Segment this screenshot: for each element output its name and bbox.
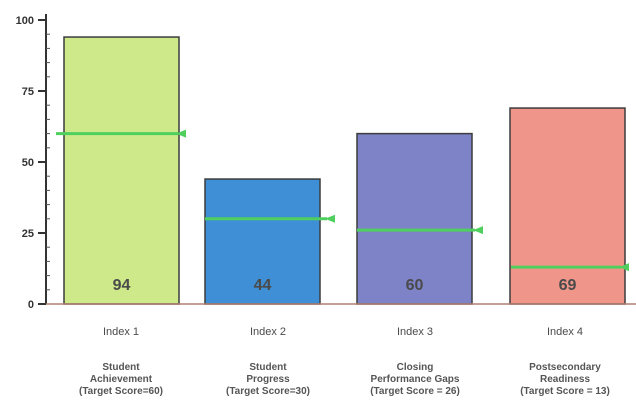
category-label-2: Index 2 <box>249 326 287 338</box>
value-label-1: 94 <box>113 277 131 294</box>
target-marker-4 <box>619 263 629 272</box>
description-line: Student <box>249 362 287 373</box>
description-line: Achievement <box>89 374 153 385</box>
category-label-3: Index 3 <box>396 326 434 338</box>
target-marker-3 <box>473 226 483 235</box>
y-tick-label-75: 75 <box>22 86 34 98</box>
description-line: Readiness <box>539 374 591 385</box>
target-marker-2 <box>325 214 335 223</box>
category-description-1: Student Achievement (Target Score=60) <box>51 362 191 398</box>
bar-2 <box>204 178 321 305</box>
y-tick-label-100: 100 <box>16 15 34 27</box>
y-tick-label-0: 0 <box>28 299 34 311</box>
y-tick-label-25: 25 <box>22 228 34 240</box>
description-line: (Target Score=60) <box>78 386 163 397</box>
description-line: Performance Gaps <box>370 374 460 385</box>
category-description-2: Student Progress (Target Score=30) <box>198 362 338 398</box>
target-marker-1 <box>176 129 186 138</box>
description-line: Progress <box>246 374 290 385</box>
category-label-4: Index 4 <box>546 326 584 338</box>
bar-4 <box>509 107 626 305</box>
description-line: Closing <box>396 362 434 373</box>
description-line: (Target Score = 13) <box>520 386 610 397</box>
description-line: (Target Score=30) <box>225 386 310 397</box>
description-line: (Target Score = 26) <box>370 386 460 397</box>
value-label-2: 44 <box>254 277 272 294</box>
value-label-3: 60 <box>406 277 424 294</box>
bar-chart: 94 44 60 69 0 25 50 75 100 <box>16 14 636 311</box>
description-line: Postsecondary <box>529 362 601 373</box>
bar-1 <box>63 36 180 305</box>
y-tick-label-50: 50 <box>22 157 34 169</box>
description-line: Student <box>102 362 140 373</box>
category-description-3: Closing Performance Gaps (Target Score =… <box>345 362 485 398</box>
category-description-4: Postsecondary Readiness (Target Score = … <box>495 362 635 398</box>
bar-3 <box>356 132 473 305</box>
value-label-4: 69 <box>559 277 577 294</box>
category-label-1: Index 1 <box>102 326 140 338</box>
